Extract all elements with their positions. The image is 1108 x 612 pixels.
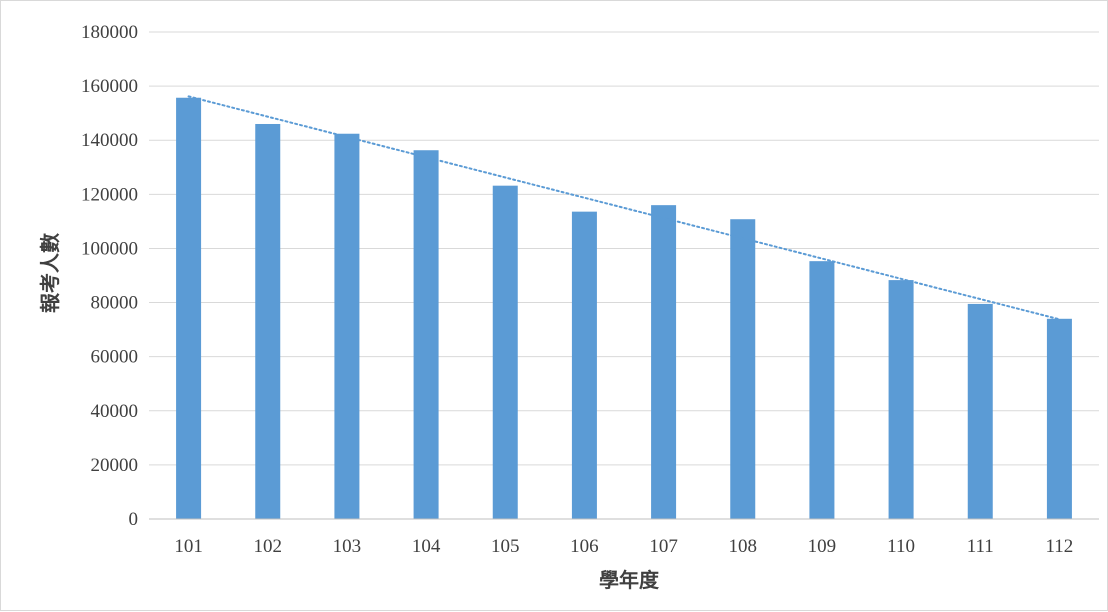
x-tick-label: 108 xyxy=(729,536,758,557)
y-tick-label: 40000 xyxy=(91,401,139,422)
y-tick-label: 60000 xyxy=(91,347,139,368)
y-tick-label: 120000 xyxy=(81,184,138,205)
bar-112 xyxy=(1046,318,1072,519)
y-tick-label: 100000 xyxy=(81,238,138,259)
x-tick-label: 112 xyxy=(1046,536,1074,557)
y-tick-labels: 0 20000 40000 60000 80000 100000 120000 140000 1… xyxy=(81,22,138,530)
y-tick-label: 160000 xyxy=(81,76,138,97)
bar-101 xyxy=(176,97,202,520)
bar-111 xyxy=(967,303,993,519)
bar-102 xyxy=(255,123,281,519)
x-tick-label: 105 xyxy=(491,536,520,557)
x-tick-label: 110 xyxy=(887,536,915,557)
x-tick-label: 103 xyxy=(333,536,362,557)
bar-106 xyxy=(571,211,597,519)
bar-107 xyxy=(651,205,677,519)
y-axis-title: 報考人數 xyxy=(38,233,62,313)
trendline xyxy=(187,95,1061,321)
x-tick-label: 109 xyxy=(808,536,837,557)
bar-105 xyxy=(492,185,518,520)
x-tick-labels: 101 102 103 104 105 106 107 108 109 110 111 112 xyxy=(174,536,1073,557)
y-tick-label: 0 xyxy=(129,509,139,530)
y-tick-label: 140000 xyxy=(81,130,138,151)
x-axis-title: 學年度 xyxy=(599,568,660,592)
bar-103 xyxy=(334,133,360,519)
x-tick-label: 102 xyxy=(254,536,283,557)
bar-108 xyxy=(730,219,756,520)
bar-110 xyxy=(888,280,914,519)
x-tick-label: 106 xyxy=(570,536,599,557)
x-tick-label: 107 xyxy=(649,536,678,557)
y-tick-label: 80000 xyxy=(91,293,139,314)
y-tick-label: 180000 xyxy=(81,22,138,43)
gridlines xyxy=(149,31,1099,466)
bar-104 xyxy=(413,150,439,519)
bars xyxy=(176,97,1072,520)
y-tick-label: 20000 xyxy=(91,455,139,476)
x-tick-label: 101 xyxy=(174,536,203,557)
x-tick-label: 104 xyxy=(412,536,441,557)
trendline-group xyxy=(187,95,1061,321)
bar-109 xyxy=(809,261,835,519)
x-tick-label: 111 xyxy=(967,536,994,557)
